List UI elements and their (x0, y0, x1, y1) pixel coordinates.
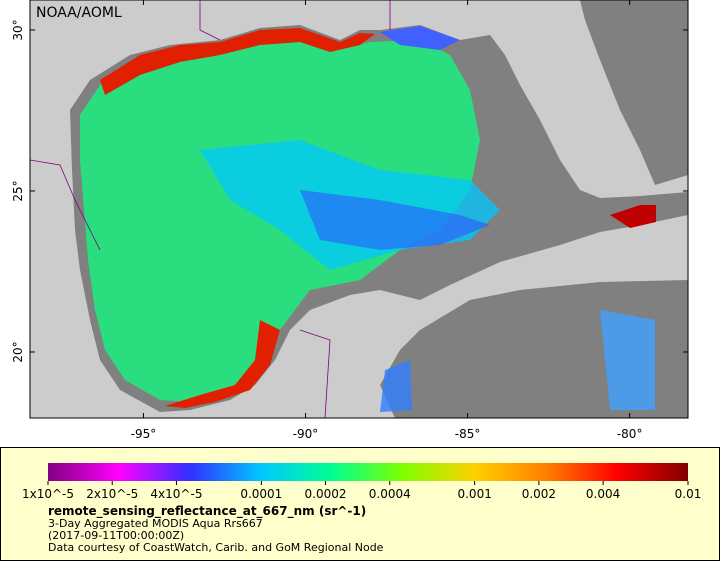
colorbar-tick-label: 0.0001 (240, 487, 282, 501)
data-blue-north (380, 26, 460, 50)
map-frame (29, 0, 689, 419)
x-tick-label: -85° (455, 427, 481, 441)
x-tick-label: -80° (617, 427, 643, 441)
colorbar-tick-label: 4x10^-5 (150, 487, 202, 501)
legend-line: (2017-09-11T00:00:00Z) (48, 529, 184, 542)
x-tick-label: -90° (293, 427, 319, 441)
border (199, 0, 221, 41)
data-cuba-patch (600, 310, 655, 410)
colorbar-tick-label: 0.004 (586, 487, 620, 501)
colorbar-tick-label: 0.001 (457, 487, 491, 501)
data-yucatan-patch (380, 360, 412, 412)
atlantic (580, 0, 688, 185)
data-blue (300, 190, 490, 250)
border (299, 329, 331, 418)
border (30, 159, 101, 251)
colorbar-tick-label: 0.01 (675, 487, 702, 501)
colorbar-tick-label: 0.0004 (369, 487, 411, 501)
credit: NOAA/AOML (36, 5, 122, 21)
colorbar-tick-label: 0.0002 (305, 487, 347, 501)
data-red-keys (610, 205, 656, 228)
colorbar-tick-label: 1x10^-5 (22, 487, 74, 501)
map (30, 0, 688, 418)
legend-variable: remote_sensing_reflectance_at_667_nm (sr… (48, 504, 366, 519)
data-red-north (100, 28, 375, 95)
legend-line: Data courtesy of CoastWatch, Carib. and … (48, 541, 384, 554)
x-tick-label: -95° (131, 427, 157, 441)
data-red-mexico (165, 320, 280, 408)
y-tick-label: 25° (11, 180, 25, 201)
colorbar-tick-label: 2x10^-5 (86, 487, 138, 501)
colorbar (48, 463, 688, 481)
y-tick-label: 20° (11, 341, 25, 362)
y-tick-label: 30° (11, 19, 25, 40)
colorbar-tick-label: 0.002 (522, 487, 556, 501)
legend-line: 3-Day Aggregated MODIS Aqua Rrs667 (48, 517, 263, 530)
